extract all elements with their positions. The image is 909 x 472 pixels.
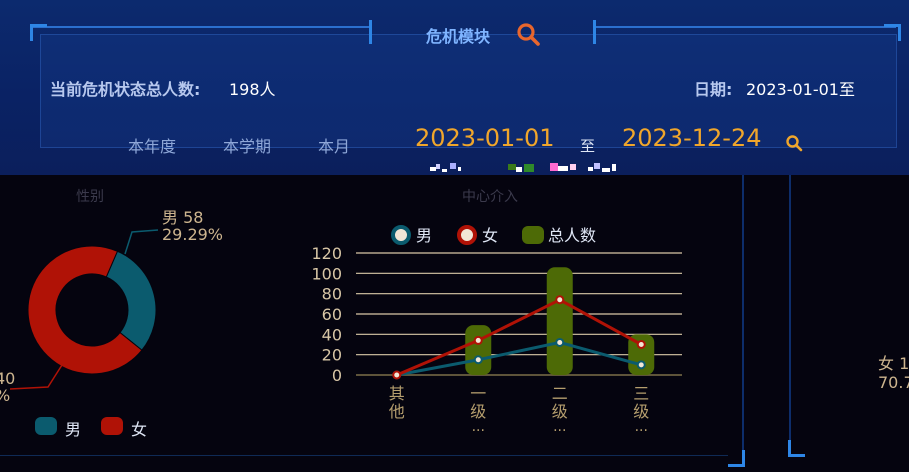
crisis-total-label: 当前危机状态总人数: — [50, 80, 201, 99]
frame-corner-top-right — [884, 24, 901, 41]
x-tick-label: 二 — [552, 384, 568, 403]
lower-panel-border — [0, 455, 728, 456]
frame-corner-bottom-right — [788, 440, 805, 457]
start-date-picker[interactable]: 2023-01-01 — [415, 124, 555, 152]
female-leader-line — [9, 364, 63, 390]
header-frame — [40, 34, 897, 148]
legend-series-label: 男 — [416, 226, 432, 245]
date-search-icon[interactable] — [785, 134, 803, 152]
panel-divider — [742, 175, 744, 455]
date-label: 日期: — [694, 80, 733, 99]
male-slice-count: 男 58 — [162, 208, 204, 227]
end-date-picker[interactable]: 2023-12-24 — [622, 124, 762, 152]
x-tick-label: 级 — [552, 402, 568, 421]
series-point — [636, 340, 646, 349]
date-value: 2023-01-01至 — [746, 80, 855, 99]
y-tick-label: 80 — [322, 285, 342, 304]
render-glitch — [430, 163, 616, 172]
center-intervention-chart: 男女总人数020406080100120其他一级...二级...三级... — [311, 225, 682, 435]
crisis-total-value: 198人 — [229, 80, 276, 99]
right-chart-slice-label: 女 1 70.7 — [878, 354, 909, 392]
panel-divider-right — [789, 175, 791, 445]
legend-female-label: 女 — [131, 420, 148, 439]
bar-total — [465, 325, 492, 375]
series-point — [636, 360, 646, 370]
series-point — [473, 335, 483, 345]
y-tick-label: 100 — [311, 264, 342, 283]
donut-slice-male — [105, 250, 157, 351]
frame-corner-top-left — [30, 24, 47, 41]
center-chart-title: 中心介入 — [462, 189, 518, 205]
range-button-month[interactable]: 本月 — [318, 137, 351, 156]
y-tick-label: 60 — [322, 305, 342, 324]
series-point — [473, 355, 483, 365]
y-tick-label: 40 — [322, 325, 342, 344]
legend-female-marker — [457, 225, 477, 245]
gender-donut-chart — [9, 229, 159, 390]
legend-series-label: 女 — [482, 226, 498, 245]
x-tick-label: 一 — [470, 384, 486, 403]
male-leader-line — [124, 229, 159, 255]
gender-chart-title: 性别 — [76, 189, 104, 205]
legend-male-label: 男 — [65, 420, 82, 439]
male-slice-label: 男 58 29.29% — [162, 209, 223, 243]
search-icon[interactable] — [516, 22, 540, 46]
male-slice-percent: 29.29% — [162, 225, 224, 244]
bar-total — [546, 267, 573, 375]
legend-total-marker — [522, 226, 544, 244]
legend-series-label: 总人数 — [548, 226, 596, 245]
y-tick-label: 120 — [311, 244, 342, 263]
title-divider-right — [593, 20, 596, 44]
range-button-year[interactable]: 本年度 — [128, 137, 177, 156]
right-slice-percent: 70.7 — [878, 373, 909, 392]
x-tick-ellipsis: ... — [635, 419, 648, 435]
title-line-right — [596, 26, 896, 28]
series-point — [555, 295, 565, 305]
female-slice-percent: % — [0, 387, 15, 404]
x-tick-label: 三 — [633, 384, 649, 403]
range-button-semester[interactable]: 本学期 — [223, 137, 272, 156]
x-tick-ellipsis: ... — [472, 419, 485, 435]
y-tick-label: 20 — [322, 346, 342, 365]
x-tick-label: 级 — [470, 402, 486, 421]
legend-female-swatch[interactable] — [101, 417, 123, 435]
legend-male-swatch[interactable] — [35, 417, 57, 435]
date-separator: 至 — [580, 137, 596, 155]
female-slice-label: 40 % — [0, 370, 15, 404]
x-tick-label: 他 — [389, 402, 405, 421]
right-slice-count: 女 1 — [878, 354, 909, 373]
title-divider-left — [369, 20, 372, 44]
module-title: 危机模块 — [426, 27, 491, 46]
series-point — [555, 337, 565, 347]
donut-slice-female — [27, 245, 143, 375]
frame-corner-bottom-left — [728, 450, 745, 467]
legend-male-marker — [391, 225, 411, 245]
bar-total — [628, 334, 655, 375]
female-slice-count: 40 — [0, 369, 16, 388]
series-point — [392, 370, 402, 380]
header-panel — [0, 0, 909, 175]
x-tick-label: 级 — [633, 402, 649, 421]
y-tick-label: 0 — [332, 366, 342, 385]
x-tick-ellipsis: ... — [553, 419, 566, 435]
x-tick-label: 其 — [389, 384, 405, 403]
series-line-male — [396, 340, 642, 377]
series-line-female — [396, 298, 642, 377]
title-line-left — [30, 26, 369, 28]
